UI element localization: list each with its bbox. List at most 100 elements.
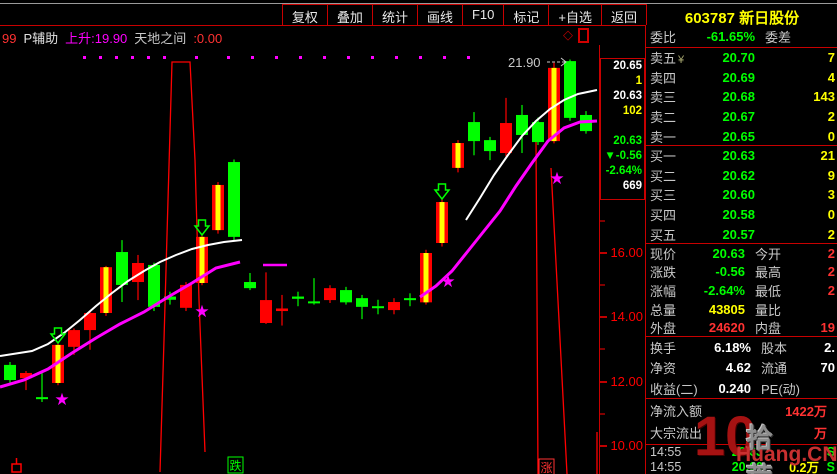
candle-body — [324, 288, 336, 301]
fundamental-row: 收益(二) 0.240 PE(动) — [650, 380, 801, 397]
indicator-label-row: 99 P辅助 上升:19.90 天地之间:0.00 — [2, 28, 229, 47]
candle-body — [180, 284, 192, 308]
candle-body — [468, 122, 480, 142]
bid-row: 买三 20.60 3 — [650, 187, 835, 204]
partial-marker — [11, 463, 22, 473]
top-dot — [227, 56, 230, 59]
top-dot — [395, 56, 398, 59]
top-dot — [371, 56, 374, 59]
candle-body — [500, 123, 512, 154]
top-dot — [147, 56, 150, 59]
top-bar: 复权 叠加 统计 画线 F10 标记 +自选 返回 603787 新日股份 — [0, 4, 837, 27]
menu-item-7[interactable]: +自选 — [549, 5, 602, 25]
candle-body — [244, 282, 256, 289]
candle-body — [516, 114, 528, 135]
candle-body — [356, 298, 368, 307]
info-row: 总量 43805 量比 — [650, 301, 782, 318]
menu-item-6[interactable]: 标记 — [504, 5, 550, 25]
candle-body — [148, 264, 160, 307]
signal-star-icon: ★ — [440, 272, 455, 291]
diamond-icon[interactable]: ◇ — [563, 27, 573, 42]
magenta-trend-line — [0, 260, 241, 389]
info-row: 现价 20.63 今开 2 — [650, 245, 835, 262]
menu-item-2[interactable]: 叠加 — [328, 5, 373, 25]
axis-price-label: 12.00 — [610, 374, 643, 389]
top-dot — [467, 56, 470, 59]
indicator-label-4: 天地之间 — [134, 31, 187, 46]
row-flag-icon: ¥ — [678, 54, 685, 67]
mini-quote-row-7: ▼-0.56 — [604, 150, 642, 162]
mini-quote-row-3: 20.63 — [613, 90, 642, 102]
ask-row: 卖五 ¥ 20.70 7 — [650, 50, 835, 67]
info-row: 外盘 24620 内盘 19 — [650, 320, 835, 337]
channel-spike-line — [550, 167, 568, 474]
axis-price-label: 16.00 — [610, 245, 643, 260]
signal-star-icon: ★ — [549, 169, 564, 188]
candle-body — [372, 306, 384, 309]
high-price-arrowhead — [560, 57, 567, 67]
top-dot — [99, 56, 102, 59]
maximize-pane-icon[interactable] — [578, 27, 589, 43]
mini-quote-row-6: 20.63 — [613, 135, 642, 147]
money-flow-row: 大宗流出万 — [650, 426, 827, 442]
indicator-label-3: 上升:19.90 — [65, 31, 128, 46]
menu-item-4[interactable]: 画线 — [418, 5, 463, 25]
mini-quote-row-5 — [601, 119, 644, 134]
menu-item-8[interactable]: 返回 — [602, 5, 647, 25]
stock-code: 603787 — [684, 10, 735, 27]
mini-quote-row-8: -2.64% — [605, 165, 642, 177]
channel-spike-line — [535, 141, 539, 474]
money-flow-row: 净流入额 1422万 — [650, 403, 827, 419]
stock-name: 新日股份 — [739, 10, 800, 27]
candle-body-limit-stripe — [551, 67, 557, 142]
menu-bar: 复权 叠加 统计 画线 F10 标记 +自选 返回 — [281, 4, 647, 25]
indicator-label-2: P辅助 — [23, 31, 59, 46]
candle-body-limit-stripe — [103, 267, 109, 313]
candle-body — [484, 140, 496, 152]
signal-star-icon: ★ — [54, 390, 69, 409]
candle-body-limit-stripe — [199, 236, 205, 283]
top-divider — [0, 3, 837, 4]
menu-item-1[interactable]: 复权 — [283, 5, 328, 25]
white-ma-line — [465, 89, 598, 221]
pane-controls: ◇ — [563, 27, 589, 43]
mini-quote-row-9: 669 — [622, 180, 642, 192]
candle-body — [564, 61, 576, 118]
top-dot — [299, 56, 302, 59]
top-dot — [163, 56, 166, 59]
floor-label-box — [227, 456, 244, 474]
candle-body — [308, 301, 320, 304]
candle-body — [228, 162, 240, 237]
candle-body-limit-stripe — [439, 202, 445, 244]
top-dot — [443, 56, 446, 59]
candle-body — [20, 372, 32, 379]
axis-price-label: 10.00 — [610, 438, 643, 453]
sell-arrow-icon — [193, 219, 211, 237]
magenta-trend-line — [419, 119, 598, 299]
info-row: 涨跌 -0.56 最高 2 — [650, 264, 835, 281]
top-dot — [251, 56, 254, 59]
indicator-label-1: 99 — [2, 31, 17, 46]
floor-label-box — [538, 458, 555, 474]
menu-item-5[interactable]: F10 — [463, 5, 505, 25]
candle-body — [532, 122, 544, 143]
sell-arrow-icon — [49, 327, 67, 345]
weibi-row: 委比 -61.65% 委差 — [650, 28, 792, 45]
ask-row: 卖一 20.65 0 — [650, 128, 835, 145]
top-dot — [347, 56, 350, 59]
candle-body — [164, 296, 176, 300]
white-ma-line — [0, 239, 243, 357]
candle-body — [116, 252, 128, 285]
candle-body — [404, 298, 416, 301]
candle-body — [84, 312, 96, 331]
bid-row: 买二 20.62 9 — [650, 167, 835, 184]
signal-star-icon: ★ — [194, 302, 209, 321]
menu-item-3[interactable]: 统计 — [373, 5, 418, 25]
info-row: 涨幅 -2.64% 最低 2 — [650, 282, 835, 299]
mini-quote-row-1: 20.65 — [613, 60, 642, 72]
ask-row: 卖四 20.69 4 — [650, 69, 835, 86]
mini-quote-row-4: 102 — [622, 105, 642, 117]
candle-body-limit-stripe — [455, 143, 461, 168]
top-dot — [419, 56, 422, 59]
candle-body — [276, 308, 288, 312]
